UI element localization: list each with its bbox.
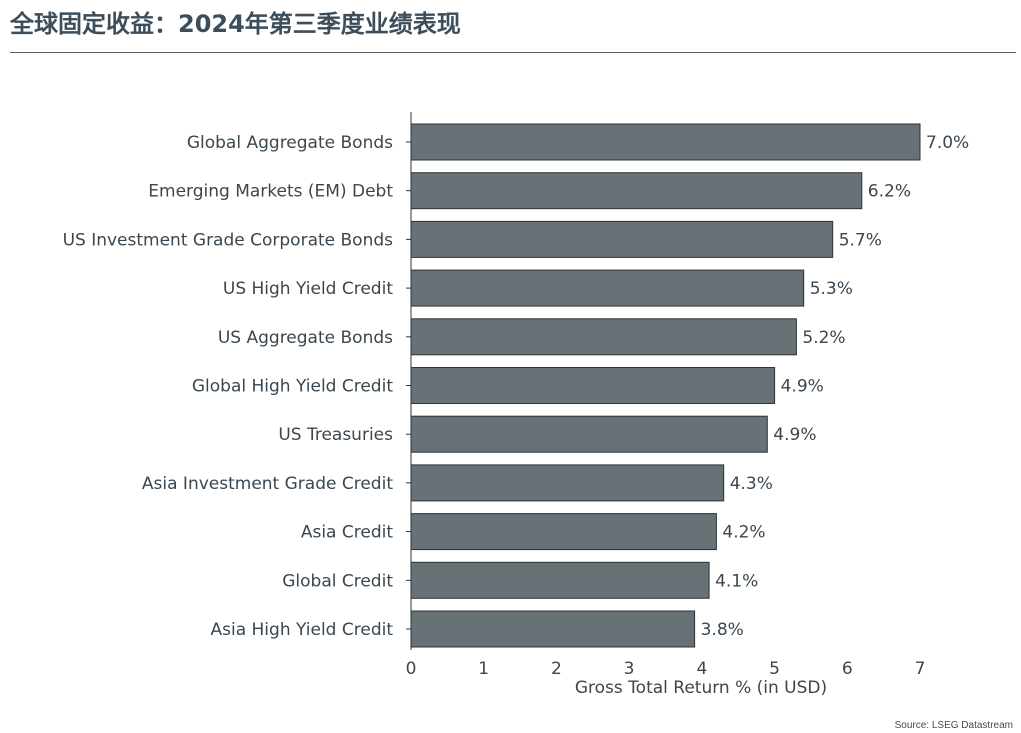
category-label-1: Emerging Markets (EM) Debt xyxy=(148,182,393,202)
x-tick-label-6: 6 xyxy=(842,659,853,679)
category-label-6: US Treasuries xyxy=(278,425,393,445)
bar-2 xyxy=(410,220,834,258)
x-tick-label-7: 7 xyxy=(915,659,926,679)
category-labels: Global Aggregate Bonds Emerging Markets (… xyxy=(63,133,394,640)
category-label-5: Global High Yield Credit xyxy=(192,377,393,397)
axes-group: 0 1 2 3 4 5 6 7 xyxy=(406,112,926,679)
value-label-0: 7.0% xyxy=(926,133,969,153)
category-label-7: Asia Investment Grade Credit xyxy=(142,474,393,494)
category-label-2: US Investment Grade Corporate Bonds xyxy=(63,230,394,250)
bar-9 xyxy=(410,561,710,599)
bar-10 xyxy=(410,610,696,648)
category-label-0: Global Aggregate Bonds xyxy=(187,133,393,153)
value-label-10: 3.8% xyxy=(701,620,744,640)
bar-6 xyxy=(410,415,768,453)
value-labels: 7.0% 6.2% 5.7% 5.3% 5.2% 4.9% 4.9% 4.3% 4.2% 4.1%… xyxy=(701,133,970,640)
x-axis-label: Gross Total Return % (in USD) xyxy=(575,678,827,698)
value-label-3: 5.3% xyxy=(810,279,853,299)
chart-title: 全球固定收益：2024年第三季度业绩表现 xyxy=(10,10,461,38)
bar-8 xyxy=(410,513,717,551)
value-label-7: 4.3% xyxy=(730,474,773,494)
category-label-4: US Aggregate Bonds xyxy=(218,328,393,348)
x-tick-label-2: 2 xyxy=(551,659,562,679)
value-label-4: 5.2% xyxy=(802,328,845,348)
value-label-5: 4.9% xyxy=(781,377,824,397)
category-label-9: Global Credit xyxy=(282,571,393,591)
category-label-10: Asia High Yield Credit xyxy=(210,620,393,640)
bars-group xyxy=(410,123,921,648)
value-label-6: 4.9% xyxy=(773,425,816,445)
x-tick-label-3: 3 xyxy=(624,659,635,679)
x-tick-label-4: 4 xyxy=(696,659,707,679)
x-tick-label-0: 0 xyxy=(406,659,417,679)
bar-1 xyxy=(410,172,863,210)
bar-0 xyxy=(410,123,921,161)
value-label-8: 4.2% xyxy=(722,523,765,543)
category-label-3: US High Yield Credit xyxy=(223,279,393,299)
source-note: Source: LSEG Datastream xyxy=(894,720,1013,731)
bar-7 xyxy=(410,464,725,502)
bar-5 xyxy=(410,367,776,404)
value-label-9: 4.1% xyxy=(715,571,758,591)
x-tick-label-5: 5 xyxy=(769,659,780,679)
value-label-2: 5.7% xyxy=(839,230,882,250)
bar-4 xyxy=(410,318,797,356)
title-divider xyxy=(10,52,1016,53)
value-label-1: 6.2% xyxy=(868,182,911,202)
bar-3 xyxy=(410,269,805,307)
category-label-8: Asia Credit xyxy=(301,523,393,543)
x-tick-label-1: 1 xyxy=(478,659,489,679)
